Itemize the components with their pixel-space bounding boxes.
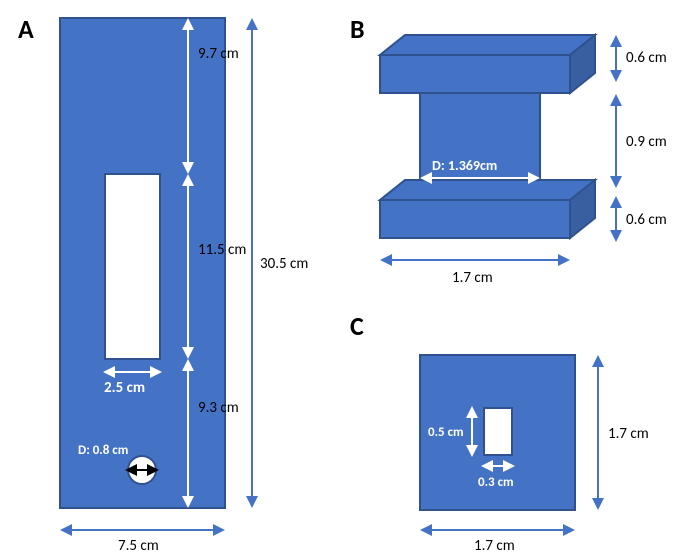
panel-b: B 0.6 cm 0.9 cm: [350, 13, 667, 287]
panel-c-window: [484, 408, 512, 455]
dim-b-width: 1.7 cm: [452, 269, 493, 287]
dim-a-window-h: 11.5 cm: [198, 241, 246, 259]
panel-b-spool: [380, 35, 595, 238]
panel-b-label: B: [350, 13, 365, 45]
dim-a-hole-d: D: 0.8 cm: [78, 443, 128, 458]
dim-b-top-t: 0.6 cm: [626, 49, 667, 67]
dim-b-cyl-d: D: 1.369cm: [432, 157, 497, 174]
dim-a-top-offset: 9.7 cm: [198, 45, 239, 63]
dim-a-window-w: 2.5 cm: [104, 379, 145, 397]
dim-a-total-h: 30.5 cm: [260, 255, 308, 273]
panel-c: C 0.5 cm 0.3 cm 1.7 cm 1.7 cm: [350, 310, 649, 555]
panel-b-bottom-plate: [380, 180, 595, 238]
dim-c-side-h: 1.7 cm: [608, 425, 649, 443]
dim-b-cyl-h: 0.9 cm: [626, 133, 667, 151]
dim-a-bottom-offset: 9.3 cm: [198, 399, 239, 417]
dim-c-win-w: 0.3 cm: [478, 475, 514, 490]
panel-a-window: [105, 174, 160, 359]
panel-b-top-plate: [380, 35, 595, 93]
panel-c-label: C: [350, 310, 364, 342]
panel-a: A 9.7 cm 11.5 cm 9.3 cm 2.5 cm D: 0.8 cm…: [18, 13, 308, 555]
dim-b-bot-t: 0.6 cm: [626, 211, 667, 229]
dim-c-side-w: 1.7 cm: [474, 537, 515, 555]
panel-a-label: A: [18, 13, 34, 45]
dim-a-total-w: 7.5 cm: [118, 537, 159, 555]
dim-c-win-h: 0.5 cm: [428, 425, 464, 440]
panel-a-plate: [60, 18, 225, 508]
